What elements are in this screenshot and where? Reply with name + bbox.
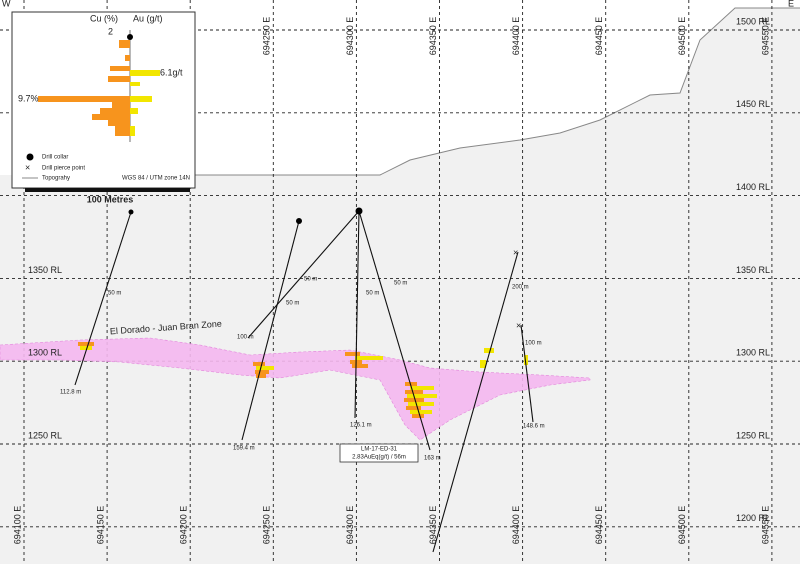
easting-label: 694400 E	[511, 506, 521, 545]
easting-label: 694350 E	[428, 17, 438, 56]
easting-label: 694250 E	[262, 17, 272, 56]
0: 112.8 m	[60, 390, 81, 396]
terrain	[0, 8, 800, 564]
3: 126.1 m	[350, 423, 372, 429]
log-bars: ×	[22, 30, 160, 179]
rl-label: 1200 RL	[736, 513, 770, 523]
scale: 100 Metres	[87, 194, 134, 204]
au-max: 6.1g/t	[160, 67, 183, 77]
datum: WGS 84 / UTM zone 14N	[122, 176, 190, 182]
labels: 694100 E 694150 E 694200 E 694250 E 694250 E…	[2, 0, 794, 544]
rl-label: 1300 RL	[28, 348, 62, 358]
easting-label: 694450 E	[594, 506, 604, 545]
12: 100 m	[525, 341, 542, 347]
callout-box	[339, 443, 419, 463]
result: 2.83AuEq(g/t) / 56m	[352, 455, 406, 461]
1: 159.4 m	[233, 446, 255, 452]
collar: Drill collar	[42, 155, 68, 161]
svg-text:×: ×	[513, 247, 518, 257]
rl-label: 1250 RL	[28, 430, 62, 440]
easting-label: 694100 E	[12, 506, 22, 545]
10: 50 m	[394, 281, 407, 287]
rl-label: 1450 RL	[736, 99, 770, 109]
rl-label: 1350 RL	[28, 265, 62, 275]
easting-label: 694300 E	[345, 17, 355, 56]
5: 148.6 m	[523, 424, 545, 430]
rl-label: 1300 RL	[736, 348, 770, 358]
easting-label: 694150 E	[95, 506, 105, 545]
hole: LM-17-ED-31	[361, 447, 398, 453]
easting-label: 694250 E	[262, 506, 272, 545]
west: W	[2, 0, 11, 8]
rl-label: 1350 RL	[736, 265, 770, 275]
au: Au (g/t)	[133, 13, 163, 23]
rl-label: 1500 RL	[736, 16, 770, 26]
2: 100 m	[237, 335, 254, 341]
cu: Cu (%)	[90, 13, 118, 23]
easting-label: 694550 E	[760, 17, 770, 56]
easting-label: 694400 E	[511, 17, 521, 56]
rl-label: 1250 RL	[736, 430, 770, 440]
4: 163 m	[424, 456, 441, 462]
mineral-zone	[0, 337, 591, 441]
topography	[195, 7, 800, 176]
easting-label: 694200 E	[179, 506, 189, 545]
svg-text:×: ×	[516, 320, 521, 330]
drill-holes: × ×	[74, 207, 534, 553]
easting-label: 694300 E	[345, 506, 355, 545]
cu-max: 9.7%	[18, 93, 39, 103]
scale-bar	[25, 188, 190, 192]
topo: Topograhy	[42, 176, 70, 182]
easting-label: 694500 E	[677, 506, 687, 545]
8: 50 m	[304, 277, 317, 283]
6: 50 m	[108, 291, 121, 297]
7: 50 m	[286, 301, 299, 307]
easting-label: 694550 E	[760, 506, 770, 545]
svg-text:×: ×	[25, 162, 30, 172]
easting-label: 694450 E	[594, 17, 604, 56]
11: 200 m	[512, 285, 529, 291]
rl-label: 1400 RL	[736, 182, 770, 192]
easting-label: 694500 E	[677, 17, 687, 56]
scale-mark: 2	[108, 26, 113, 36]
east: E	[788, 0, 794, 8]
pierce: Drill pierce point	[42, 166, 85, 172]
9: 50 m	[366, 291, 379, 297]
easting-label: 694350 E	[428, 506, 438, 545]
